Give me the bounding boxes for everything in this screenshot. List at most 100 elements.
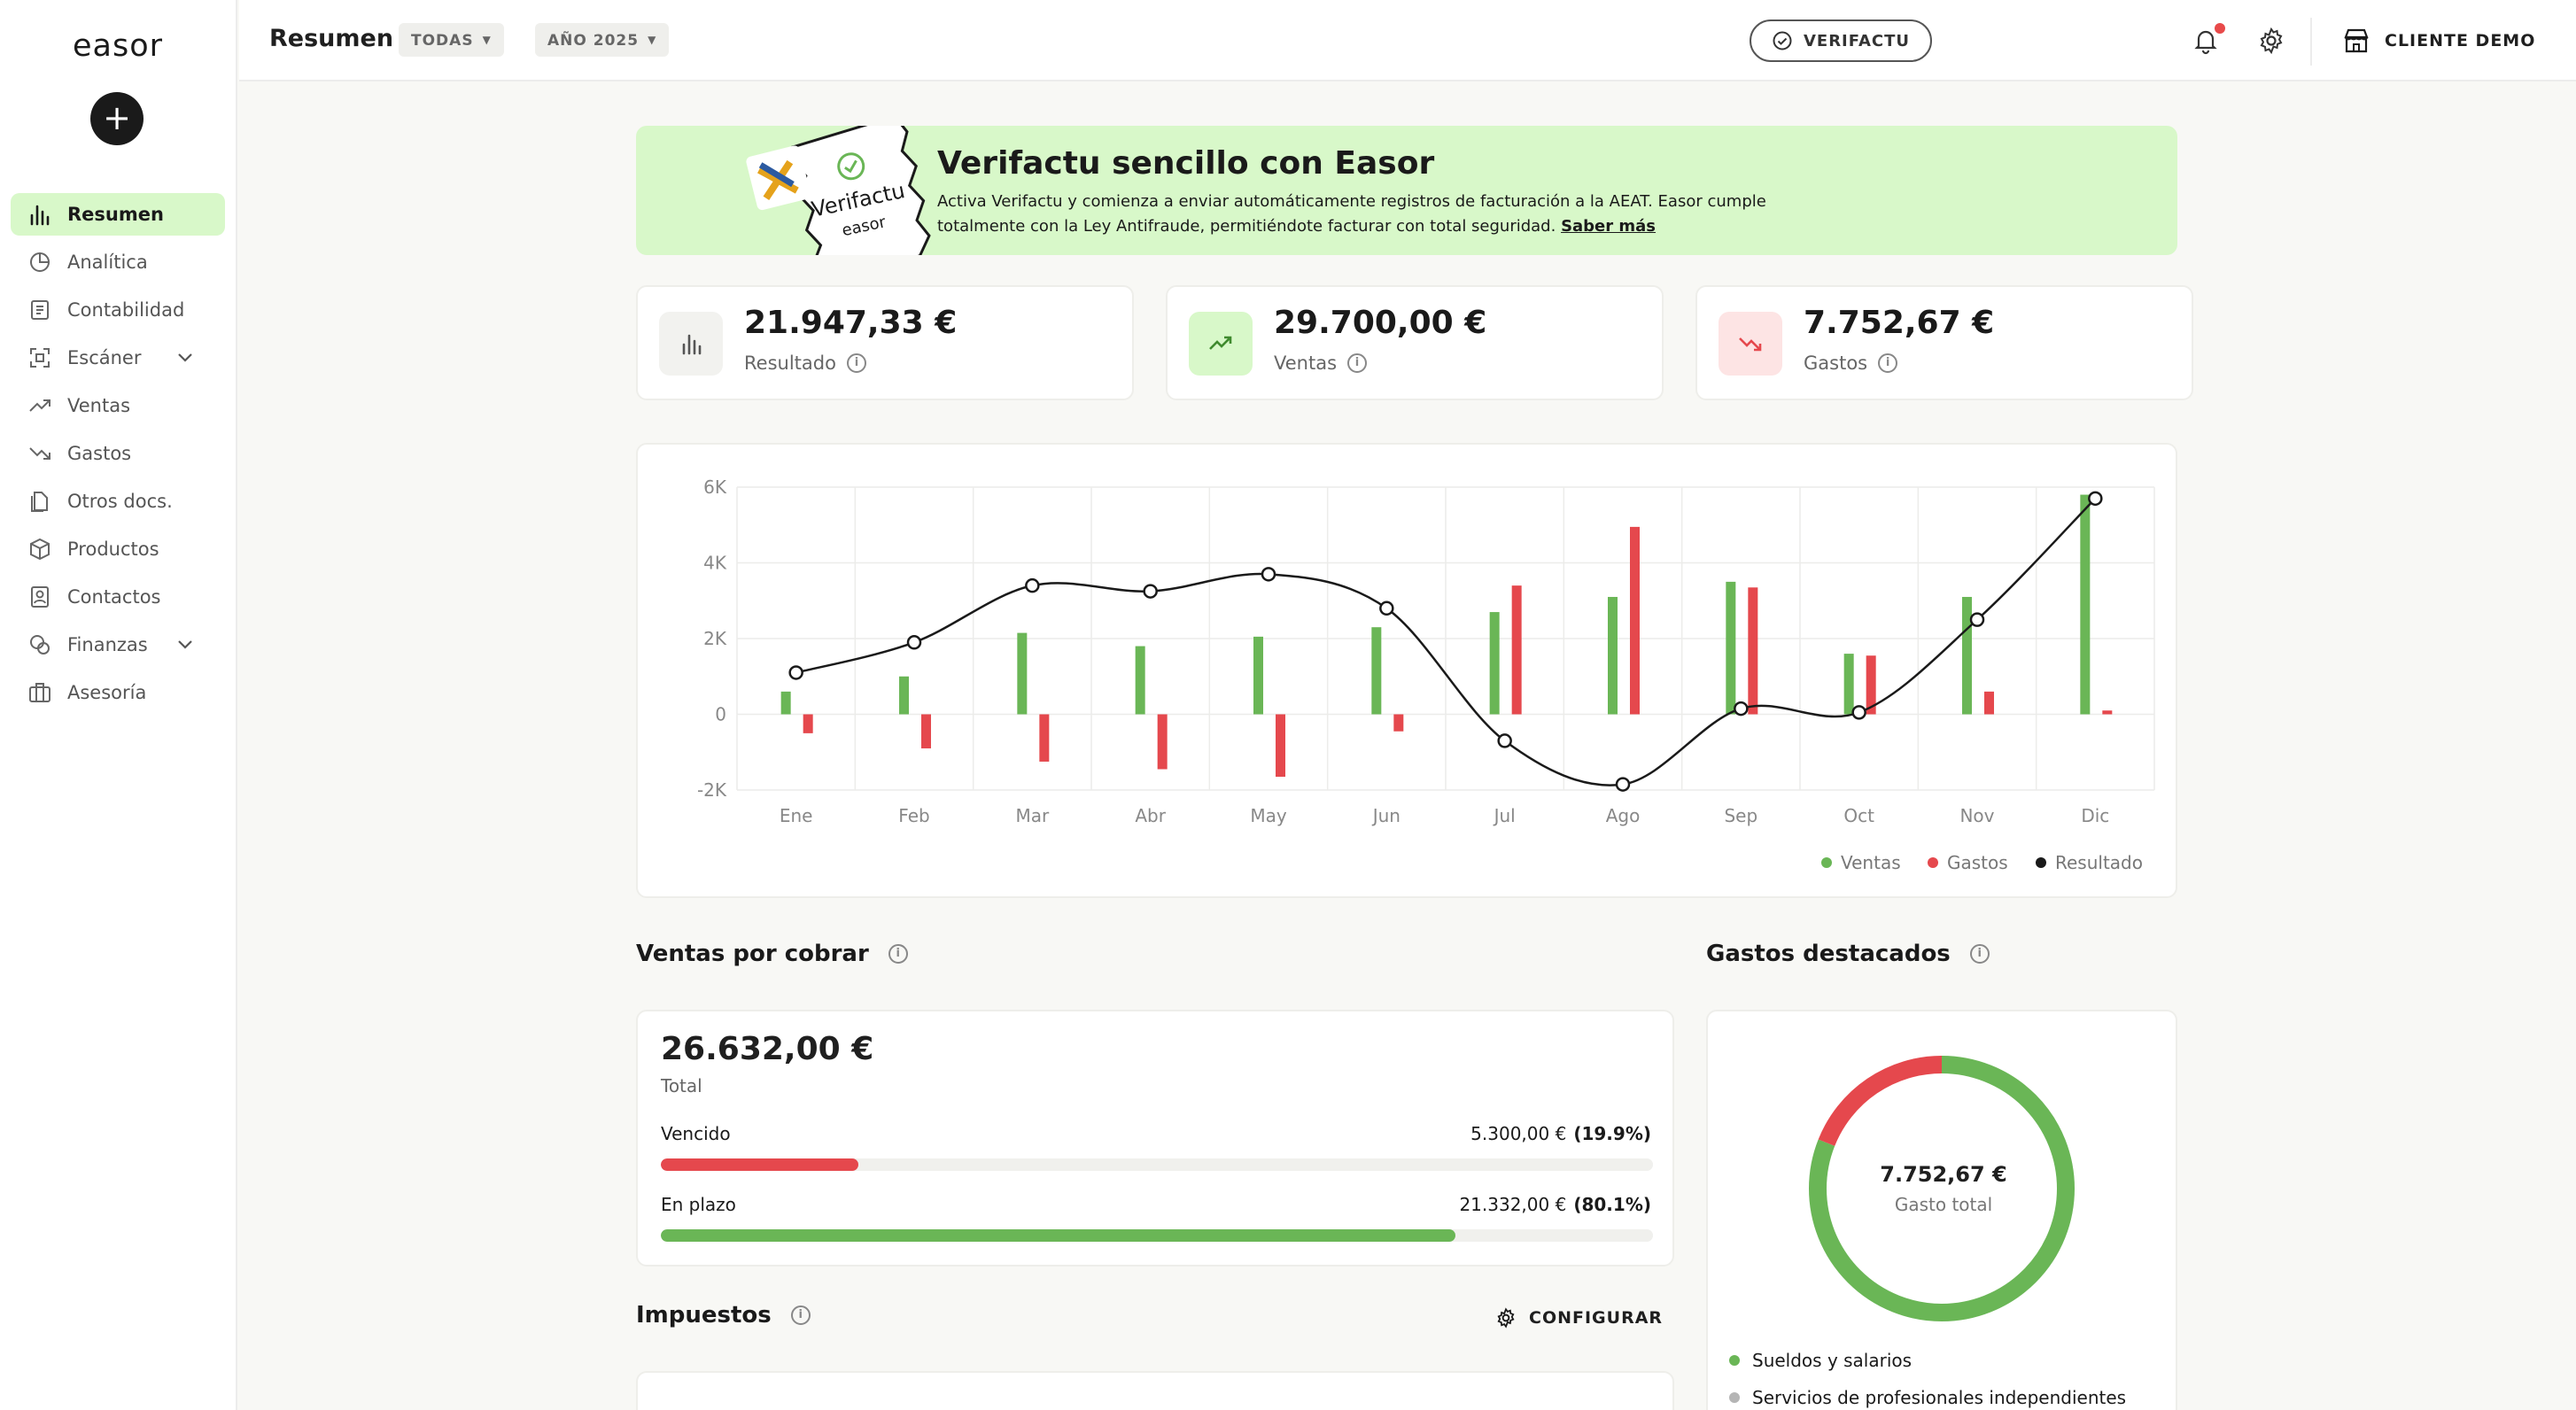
sidebar-item-analitica[interactable]: Analítica: [11, 241, 225, 283]
info-icon[interactable]: i: [790, 1305, 811, 1325]
app-logo[interactable]: easor: [73, 28, 164, 64]
gastos-bar[interactable]: [1511, 585, 1522, 715]
legend-label: Ventas: [1841, 852, 1901, 873]
year-filter-value: AÑO 2025: [547, 32, 640, 50]
monthly-chart-svg: 6K 4K 2K 0 -2K Ene Feb Mar Abr May Jun Jul Ago Sep Oct…: [697, 476, 2155, 873]
en-plazo-value: 21.332,00 € (80.1%): [1459, 1194, 1651, 1215]
page-title: Resumen: [269, 25, 394, 52]
ventas-bar[interactable]: [1017, 632, 1028, 715]
legend-label: Servicios de profesionales independiente…: [1752, 1387, 2127, 1408]
trend-up-icon: [27, 392, 53, 419]
sidebar-item-finanzas[interactable]: Finanzas: [11, 624, 225, 666]
ventas-bar[interactable]: [1135, 646, 1145, 715]
sidebar-item-label: Escáner: [67, 347, 142, 368]
sidebar-item-productos[interactable]: Productos: [11, 528, 225, 570]
info-icon[interactable]: i: [888, 944, 908, 964]
gastos-bar[interactable]: [1984, 691, 1994, 715]
donut-total-value: 7.752,67 €: [1880, 1162, 2007, 1187]
verifactu-button[interactable]: VERIFACTU: [1750, 19, 1932, 62]
ventas-bar[interactable]: [1253, 636, 1263, 715]
resultado-point[interactable]: [1969, 612, 1985, 627]
gastos-bar[interactable]: [1866, 655, 1876, 715]
resultado-point[interactable]: [1497, 733, 1512, 748]
sidebar-item-escaner[interactable]: Escáner: [11, 337, 225, 379]
ventas-bar[interactable]: [1962, 596, 1972, 715]
sidebar-item-contactos[interactable]: Contactos: [11, 576, 225, 618]
gastos-bar[interactable]: [1748, 587, 1758, 715]
legend-item-sueldos: Sueldos y salarios: [1729, 1350, 1912, 1371]
saber-mas-link[interactable]: Saber más: [1561, 217, 1657, 236]
ventas-bar[interactable]: [1608, 596, 1618, 715]
sidebar-item-label: Resumen: [67, 204, 164, 225]
gastos-bar[interactable]: [803, 714, 813, 733]
x-tick-label: Abr: [1135, 805, 1166, 826]
gastos-bar[interactable]: [1276, 714, 1285, 778]
legend-dot: [1821, 857, 1832, 868]
info-icon[interactable]: i: [1347, 353, 1368, 373]
sidebar-item-ventas[interactable]: Ventas: [11, 384, 225, 427]
gastos-bar[interactable]: [1157, 714, 1168, 770]
topbar: Resumen TODAS ▼ AÑO 2025 ▼: [239, 0, 2576, 81]
en-plazo-amount: 21.332,00 €: [1459, 1194, 1567, 1215]
gastos-bar[interactable]: [2102, 710, 2113, 715]
bar-chart-icon: [659, 312, 723, 376]
configurar-label: CONFIGURAR: [1529, 1308, 1664, 1328]
ventas-bar[interactable]: [1371, 627, 1382, 715]
ventas-bar[interactable]: [1843, 654, 1854, 715]
topbar-divider: [2310, 18, 2312, 66]
ventas-bar[interactable]: [1726, 581, 1736, 715]
resultado-point[interactable]: [1734, 701, 1749, 717]
resultado-point[interactable]: [1615, 777, 1631, 792]
gastos-donut-chart: [1809, 1056, 2075, 1321]
en-plazo-progress-bar: [661, 1229, 1653, 1242]
resultado-point[interactable]: [1379, 600, 1394, 616]
resultado-point[interactable]: [1143, 584, 1158, 599]
chevron-down-icon[interactable]: [175, 347, 195, 371]
x-tick-label: Ene: [780, 805, 813, 826]
chevron-down-icon[interactable]: [175, 634, 195, 658]
kpi-label: Ventas: [1274, 352, 1338, 374]
add-button[interactable]: +: [90, 92, 144, 145]
resultado-point[interactable]: [906, 635, 922, 650]
year-filter-dropdown[interactable]: AÑO 2025 ▼: [535, 23, 670, 57]
x-tick-label: Jun: [1371, 805, 1401, 826]
gastos-bar[interactable]: [921, 714, 931, 748]
settings-gear-icon[interactable]: [2257, 27, 2285, 58]
section-title: Impuestos: [636, 1302, 772, 1329]
resultado-point[interactable]: [1261, 567, 1276, 582]
scope-filter-dropdown[interactable]: TODAS ▼: [399, 23, 504, 57]
sidebar-item-asesoria[interactable]: Asesoría: [11, 671, 225, 714]
vencido-amount: 5.300,00 €: [1470, 1123, 1567, 1144]
donut-segment[interactable]: [1809, 1056, 2075, 1321]
sidebar-item-resumen[interactable]: Resumen: [11, 193, 225, 236]
info-icon[interactable]: i: [1969, 944, 1990, 964]
info-icon[interactable]: i: [846, 353, 866, 373]
ventas-bar[interactable]: [780, 691, 791, 715]
resultado-point[interactable]: [2088, 491, 2103, 507]
resultado-point[interactable]: [1025, 577, 1040, 593]
sidebar-item-gastos[interactable]: Gastos: [11, 432, 225, 475]
info-icon[interactable]: i: [1878, 353, 1898, 373]
vpc-total-label: Total: [661, 1075, 702, 1096]
banner-text: Activa Verifactu y comienza a enviar aut…: [937, 190, 1770, 239]
kpi-label-row: Gastos i: [1804, 352, 1898, 374]
gastos-bar[interactable]: [1393, 714, 1404, 732]
configurar-button[interactable]: CONFIGURAR: [1495, 1307, 1663, 1329]
sidebar-item-label: Contabilidad: [67, 299, 185, 321]
resultado-point[interactable]: [1851, 705, 1866, 720]
sidebar-item-otros-docs[interactable]: Otros docs.: [11, 480, 225, 523]
ventas-bar[interactable]: [2080, 494, 2091, 715]
notifications-bell-icon[interactable]: [2192, 27, 2220, 58]
legend-label: Sueldos y salarios: [1752, 1350, 1913, 1371]
banner-description: Activa Verifactu y comienza a enviar aut…: [937, 192, 1766, 236]
trend-up-icon: [1189, 312, 1253, 376]
trend-down-icon: [27, 440, 53, 467]
gastos-bar[interactable]: [1039, 714, 1050, 762]
client-switcher[interactable]: CLIENTE DEMO: [2342, 27, 2535, 55]
kpi-card-resultado: 21.947,33 € Resultado i: [636, 285, 1134, 400]
ventas-bar[interactable]: [1489, 612, 1500, 715]
resultado-point[interactable]: [788, 665, 803, 680]
gastos-bar[interactable]: [1630, 526, 1640, 715]
sidebar-item-contabilidad[interactable]: Contabilidad: [11, 289, 225, 331]
ventas-bar[interactable]: [899, 676, 909, 715]
